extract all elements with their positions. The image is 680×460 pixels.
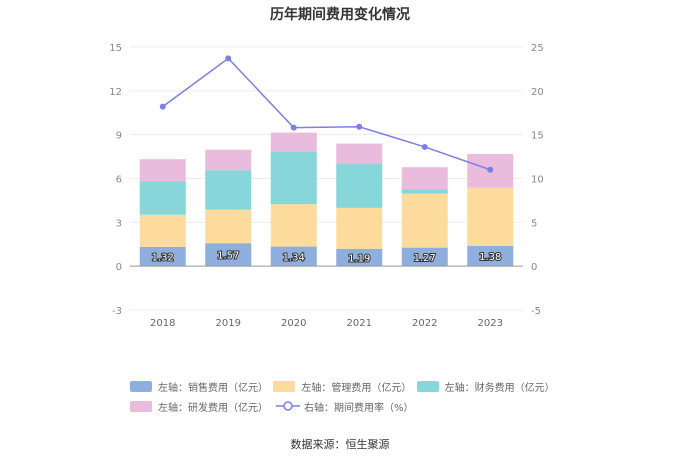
y-left-tick-label: 15 [109, 43, 122, 54]
bar-0-2022 [401, 247, 448, 267]
y-right-tick-label: 15 [531, 131, 544, 142]
bar-2-2020 [270, 151, 317, 205]
rate-point-2018 [159, 103, 166, 110]
bar-2-2018 [139, 181, 186, 215]
y-left-tick-label: 9 [116, 131, 122, 142]
y-left-tick-label: 6 [116, 175, 122, 186]
legend-item-admin[interactable]: 左轴：管理费用（亿元） [273, 379, 416, 394]
legend: 左轴：销售费用（亿元） 左轴：管理费用（亿元） 左轴：财务费用（亿元） 左轴：研… [130, 376, 560, 416]
x-tick-label: 2021 [347, 318, 372, 329]
bar-1-2020 [270, 204, 317, 247]
bar-data-label: 1.27 [414, 253, 436, 264]
legend-item-finance[interactable]: 左轴：财务费用（亿元） [416, 379, 560, 394]
legend-label-finance: 左轴：财务费用（亿元） [444, 382, 555, 394]
legend-item-rate[interactable]: 右轴：期间费用率（%） [276, 399, 422, 414]
bar-0-2019 [205, 243, 252, 267]
chart-title: 历年期间费用变化情况 [270, 7, 410, 23]
bar-1-2022 [401, 193, 448, 248]
legend-swatch-finance [416, 380, 439, 392]
bar-data-label: 1.38 [479, 252, 501, 263]
bar-1-2018 [139, 214, 186, 247]
bar-3-2018 [139, 159, 186, 182]
y-right-tick-label: 10 [531, 175, 544, 186]
bar-1-2021 [336, 207, 383, 249]
y-right-tick-label: 25 [531, 43, 544, 54]
chart-area: -3 0 3 6 9 12 15 -5 0 5 10 15 20 25 2018 1.32 2019 1.57 20… [109, 43, 544, 329]
rate-point-2021 [356, 123, 363, 130]
bar-2-2019 [205, 170, 252, 210]
y-left-tick-label: -3 [112, 306, 122, 317]
bar-3-2020 [270, 132, 317, 152]
rate-line [162, 57, 491, 171]
rate-point-2023 [487, 166, 494, 173]
bar-1-2019 [205, 209, 252, 244]
bar-2-2021 [336, 164, 383, 208]
legend-item-rnd[interactable]: 左轴：研发费用（亿元） [130, 399, 276, 414]
legend-row-1: 左轴：销售费用（亿元） 左轴：管理费用（亿元） 左轴：财务费用（亿元） [130, 376, 560, 396]
x-tick-label: 2023 [478, 318, 503, 329]
bar-0-2018 [139, 246, 186, 267]
rate-point-2019 [225, 55, 232, 62]
y-right-tick-label: 0 [531, 262, 537, 273]
legend-label-admin: 左轴：管理费用（亿元） [301, 382, 412, 394]
bar-data-label: 1.32 [152, 253, 174, 264]
legend-swatch-rnd [130, 400, 152, 412]
bar-3-2021 [336, 143, 383, 165]
bar-2-2022 [401, 189, 448, 194]
legend-label-sales: 左轴：销售费用（亿元） [158, 382, 268, 394]
bar-3-2022 [401, 167, 448, 190]
x-tick-label: 2018 [150, 318, 175, 329]
legend-row-2: 左轴：研发费用（亿元） 右轴：期间费用率（%） [130, 396, 560, 416]
rate-point-2022 [421, 143, 428, 150]
y-left-tick-label: 3 [116, 218, 122, 229]
bar-data-label: 1.57 [217, 251, 239, 262]
x-tick-label: 2020 [281, 318, 306, 329]
y-left-tick-label: 0 [116, 262, 122, 273]
legend-label-rnd: 左轴：研发费用（亿元） [158, 402, 268, 414]
legend-swatch-sales [130, 380, 152, 392]
y-right-tick-label: 20 [531, 87, 544, 98]
legend-item-sales[interactable]: 左轴：销售费用（亿元） [130, 379, 273, 394]
y-right-tick-label: -5 [531, 306, 541, 317]
bar-0-2021 [336, 248, 383, 267]
y-right-tick-label: 5 [531, 218, 537, 229]
bar-data-label: 1.34 [283, 252, 305, 263]
legend-label-rate: 右轴：期间费用率（%） [304, 402, 414, 414]
y-left-tick-label: 12 [109, 87, 122, 98]
bar-1-2023 [467, 187, 514, 247]
rate-point-2020 [290, 124, 297, 131]
x-tick-label: 2019 [216, 318, 241, 329]
bar-data-label: 1.19 [348, 253, 370, 264]
bar-0-2023 [467, 246, 514, 267]
legend-swatch-admin [273, 380, 296, 392]
bar-3-2019 [205, 149, 252, 171]
bar-0-2020 [270, 246, 317, 267]
data-source: 数据来源：恒生聚源 [290, 438, 390, 451]
legend-line-marker-icon [276, 401, 300, 411]
x-tick-label: 2022 [412, 318, 437, 329]
